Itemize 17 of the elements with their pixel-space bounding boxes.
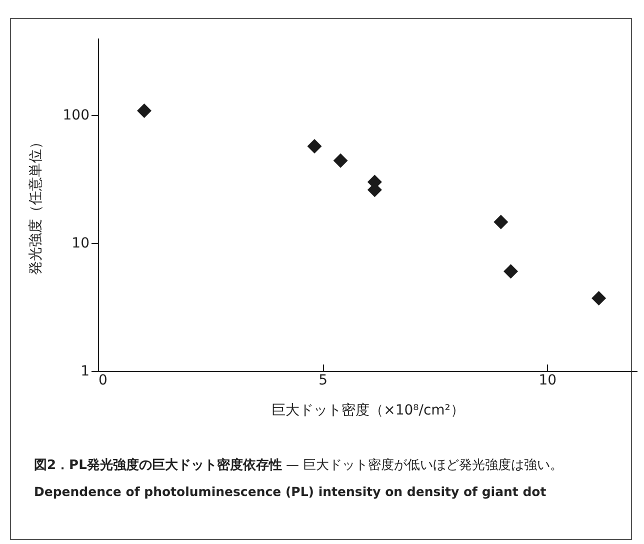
text: Dependence of photoluminescence (PL) intensity on density of giant dot: [34, 483, 548, 501]
x-tick-label: 10: [538, 372, 557, 388]
text: — 巨大ドット密度が低いほど発光強度は強い。: [286, 458, 564, 473]
point: [333, 153, 348, 168]
y-tick-label: 10: [72, 236, 90, 252]
point: [504, 264, 518, 279]
point: [307, 139, 322, 154]
point: [137, 104, 152, 118]
y-tick-label: 100: [62, 108, 90, 124]
x-tick-label: 5: [318, 372, 328, 388]
point: [494, 214, 508, 230]
text: 図2．PL発光強度の巨大ドット密度依存性: [34, 458, 282, 473]
y-axis-title: 発光強度（任意単位）: [28, 135, 44, 275]
y-tick-label: 1: [80, 364, 90, 380]
x-tick-label: 0: [98, 372, 108, 388]
point: [592, 291, 606, 306]
x-axis-title: 巨大ドット密度（×10⁸/cm²）: [272, 402, 464, 418]
